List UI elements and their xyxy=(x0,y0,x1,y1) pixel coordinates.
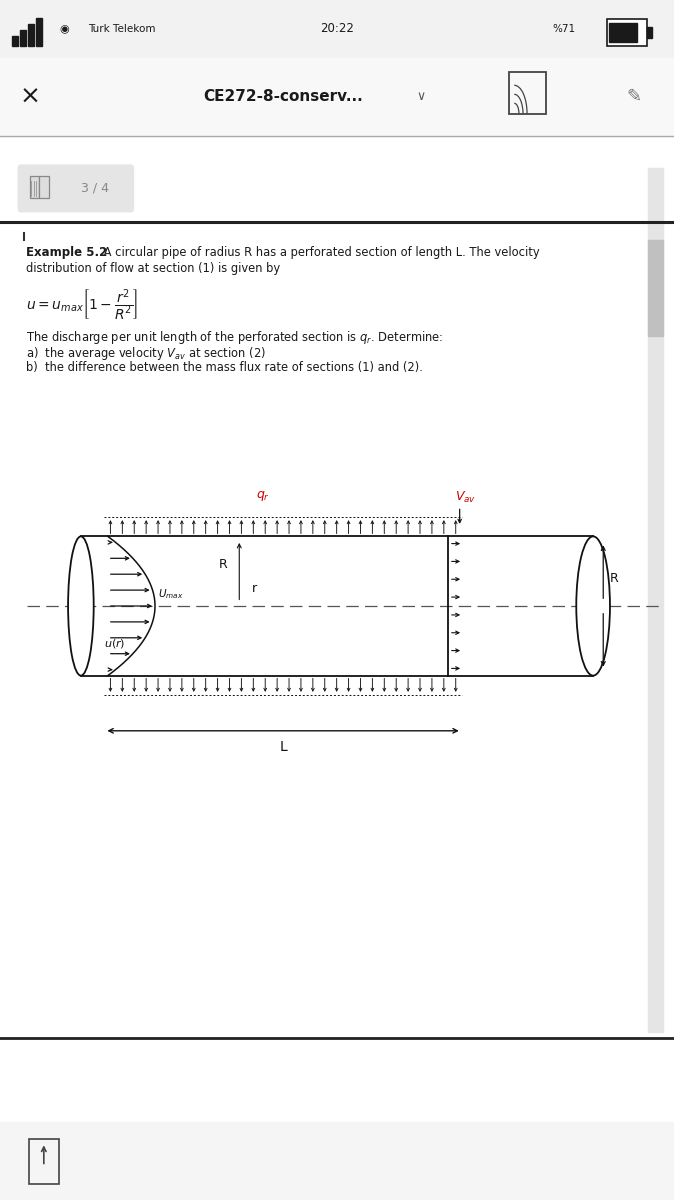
Bar xyxy=(0,58,674,136)
Text: $U_{max}$: $U_{max}$ xyxy=(158,587,184,601)
Bar xyxy=(607,19,647,46)
Text: ✎: ✎ xyxy=(626,88,641,106)
Text: Example 5.2: Example 5.2 xyxy=(26,246,107,259)
Bar xyxy=(30,176,39,198)
Bar xyxy=(0,0,674,58)
Text: R: R xyxy=(218,558,227,571)
Bar xyxy=(39,176,49,198)
Bar xyxy=(647,26,652,38)
Bar xyxy=(28,24,34,46)
Text: a)  the average velocity $V_{av}$ at section (2): a) the average velocity $V_{av}$ at sect… xyxy=(26,344,266,362)
Text: %71: %71 xyxy=(553,24,576,34)
Ellipse shape xyxy=(576,536,610,676)
Bar xyxy=(0,1122,674,1200)
Bar xyxy=(20,30,26,46)
Text: $q_r$: $q_r$ xyxy=(256,488,270,503)
Text: CE272-8-conserv...: CE272-8-conserv... xyxy=(203,89,363,104)
Text: A circular pipe of radius R has a perforated section of length L. The velocity: A circular pipe of radius R has a perfor… xyxy=(100,246,539,259)
Text: $u(r)$: $u(r)$ xyxy=(104,637,126,650)
Bar xyxy=(609,23,637,42)
Text: 20:22: 20:22 xyxy=(320,23,354,35)
Text: r: r xyxy=(251,582,257,595)
Text: Turk Telekom: Turk Telekom xyxy=(88,24,155,34)
Text: R: R xyxy=(610,571,619,584)
FancyBboxPatch shape xyxy=(18,164,134,212)
Bar xyxy=(648,168,663,1032)
Text: 3 / 4: 3 / 4 xyxy=(81,182,109,194)
Bar xyxy=(29,1139,59,1184)
Text: ∨: ∨ xyxy=(417,90,426,103)
Ellipse shape xyxy=(68,536,94,676)
Text: L: L xyxy=(279,740,287,755)
Text: ◉: ◉ xyxy=(59,24,69,34)
Text: $V_{av}$: $V_{av}$ xyxy=(455,490,476,505)
Text: b)  the difference between the mass flux rate of sections (1) and (2).: b) the difference between the mass flux … xyxy=(26,361,423,374)
Bar xyxy=(12,36,18,46)
Text: ×: × xyxy=(20,84,41,108)
Text: $u = u_{max}\left[1-\dfrac{r^2}{R^2}\right]$: $u = u_{max}\left[1-\dfrac{r^2}{R^2}\rig… xyxy=(26,288,138,323)
Bar xyxy=(36,18,42,46)
Text: distribution of flow at section (1) is given by: distribution of flow at section (1) is g… xyxy=(26,262,280,275)
Text: The discharge per unit length of the perforated section is $q_r$. Determine:: The discharge per unit length of the per… xyxy=(26,329,443,346)
Bar xyxy=(509,72,546,114)
Bar xyxy=(648,240,663,336)
